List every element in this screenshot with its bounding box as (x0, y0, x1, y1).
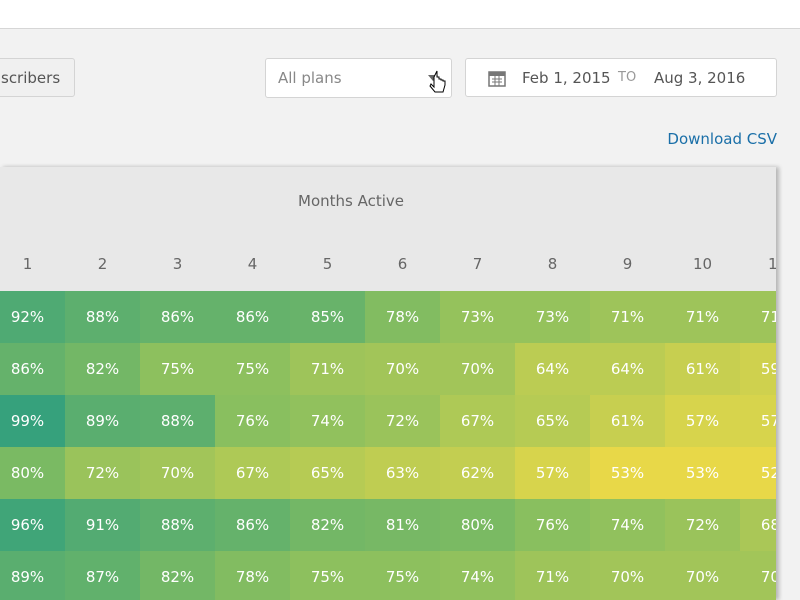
table-cell: 71% (515, 551, 590, 600)
table-cell: 75% (290, 551, 365, 600)
table-cell: 70% (665, 551, 740, 600)
table-cell: 53% (590, 447, 665, 499)
table-cell: 87% (65, 551, 140, 600)
table-cell: 71% (740, 291, 776, 343)
plan-select[interactable]: All plans (265, 58, 452, 98)
table-cell: 70% (740, 551, 776, 600)
column-header: 5 (322, 255, 333, 273)
table-cell: 61% (665, 343, 740, 395)
column-header: 3 (172, 255, 183, 273)
table-cell: 57% (740, 395, 776, 447)
table-cell: 76% (215, 395, 290, 447)
table-cell: 57% (665, 395, 740, 447)
date-to: Aug 3, 2016 (654, 68, 746, 87)
table-cell: 86% (0, 343, 65, 395)
table-cell: 63% (365, 447, 440, 499)
column-header: 9 (622, 255, 633, 273)
table-cell: 72% (365, 395, 440, 447)
date-from: Feb 1, 2015 (522, 68, 611, 87)
table-cell: 74% (290, 395, 365, 447)
group-header: Months Active (298, 192, 404, 210)
table-cell: 72% (665, 499, 740, 551)
button-label: scribers (1, 68, 61, 87)
column-header: 1 (22, 255, 33, 273)
table-cell: 59% (740, 343, 776, 395)
table-cell: 70% (440, 343, 515, 395)
table-cell: 88% (140, 499, 215, 551)
table-cell: 85% (290, 291, 365, 343)
table-cell: 74% (440, 551, 515, 600)
select-label: All plans (278, 69, 342, 87)
table-cell: 89% (0, 551, 65, 600)
table-cell: 65% (290, 447, 365, 499)
column-header: 8 (547, 255, 558, 273)
table-cell: 67% (215, 447, 290, 499)
table-cell: 75% (365, 551, 440, 600)
table-cell: 65% (515, 395, 590, 447)
table-cell: 88% (140, 395, 215, 447)
table-cell: 88% (65, 291, 140, 343)
table-cell: 64% (590, 343, 665, 395)
column-header: 6 (397, 255, 408, 273)
column-header: 10 (692, 255, 713, 273)
table-cell: 68% (740, 499, 776, 551)
cohort-table: Months Active 123456789101192%88%86%86%8… (0, 167, 776, 600)
date-range[interactable]: Feb 1, 2015 TO Aug 3, 2016 (465, 58, 777, 97)
table-cell: 80% (0, 447, 65, 499)
column-header: 7 (472, 255, 483, 273)
column-header: 2 (97, 255, 108, 273)
table-cell: 78% (215, 551, 290, 600)
calendar-icon (488, 71, 506, 87)
table-cell: 96% (0, 499, 65, 551)
table-cell: 64% (515, 343, 590, 395)
table-cell: 81% (365, 499, 440, 551)
table-cell: 70% (140, 447, 215, 499)
table-cell: 74% (590, 499, 665, 551)
table-cell: 80% (440, 499, 515, 551)
cursor (428, 70, 446, 93)
table-cell: 62% (440, 447, 515, 499)
segment-button[interactable]: scribers (0, 58, 75, 97)
table-cell: 71% (590, 291, 665, 343)
table-cell: 86% (140, 291, 215, 343)
table-cell: 61% (590, 395, 665, 447)
table-cell: 71% (290, 343, 365, 395)
table-cell: 82% (65, 343, 140, 395)
table-cell: 92% (0, 291, 65, 343)
top-bar (0, 0, 800, 29)
table-cell: 70% (590, 551, 665, 600)
table-cell: 53% (665, 447, 740, 499)
table-cell: 70% (365, 343, 440, 395)
table-cell: 86% (215, 291, 290, 343)
table-cell: 73% (515, 291, 590, 343)
table-cell: 82% (140, 551, 215, 600)
table-cell: 89% (65, 395, 140, 447)
column-header: 4 (247, 255, 258, 273)
table-cell: 76% (515, 499, 590, 551)
table-cell: 78% (365, 291, 440, 343)
table-cell: 86% (215, 499, 290, 551)
table-cell: 82% (290, 499, 365, 551)
table-cell: 67% (440, 395, 515, 447)
table-cell: 99% (0, 395, 65, 447)
table-cell: 75% (215, 343, 290, 395)
table-cell: 91% (65, 499, 140, 551)
table-cell: 57% (515, 447, 590, 499)
table-cell: 71% (665, 291, 740, 343)
table-cell: 52% (740, 447, 776, 499)
date-separator: TO (618, 70, 637, 85)
table-cell: 75% (140, 343, 215, 395)
column-header: 11 (767, 255, 776, 273)
table-cell: 73% (440, 291, 515, 343)
table-cell: 72% (65, 447, 140, 499)
download-link[interactable]: Download CSV (667, 130, 777, 148)
